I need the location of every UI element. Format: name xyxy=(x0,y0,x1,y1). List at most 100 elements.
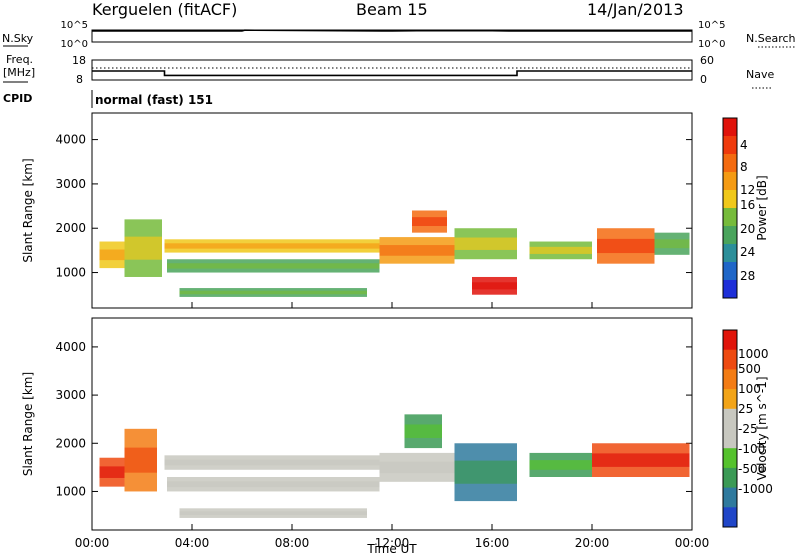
colorbar-velocity-cell-8 xyxy=(723,487,737,508)
power-tick-4: 20 xyxy=(740,222,755,236)
ytick-label-power-1: 2000 xyxy=(55,221,86,235)
power-tick-0: 4 xyxy=(740,138,748,152)
colorbar-velocity-cell-3 xyxy=(723,389,737,410)
echo-core-power-3 xyxy=(167,263,380,269)
velocity-tick-3: 25 xyxy=(738,402,753,416)
velocity-tick-7: -1000 xyxy=(738,482,773,496)
echo-core-power-2 xyxy=(164,243,380,249)
colorbar-frame-power xyxy=(722,117,738,299)
velocity-tick-2: 100 xyxy=(738,382,761,396)
colorbar-velocity-cell-1 xyxy=(723,349,737,370)
freq-label-1: Freq. xyxy=(6,53,33,66)
echo-core-power-9 xyxy=(529,246,592,254)
freq-line xyxy=(92,70,692,77)
freq-label-2: [MHz] xyxy=(3,66,35,79)
xtick-label-4: 16:00 xyxy=(475,536,510,550)
echo-core-velocity-3 xyxy=(167,481,380,488)
power-tick-1: 8 xyxy=(740,160,748,174)
colorbar-velocity-cell-5 xyxy=(723,428,737,449)
nsearch-tick-low: 10^0 xyxy=(698,39,725,50)
ytick-label-velocity-3: 4000 xyxy=(55,340,86,354)
power-tick-3: 16 xyxy=(740,198,755,212)
power-tick-5: 24 xyxy=(740,245,755,259)
xtick-label-0: 00:00 xyxy=(75,536,110,550)
colorbar-velocity-cell-9 xyxy=(723,507,737,528)
beam-title: Beam 15 xyxy=(356,0,428,19)
date-title: 14/Jan/2013 xyxy=(587,0,684,19)
ytick-label-velocity-2: 3000 xyxy=(55,388,86,402)
colorbar-power-cell-2 xyxy=(723,154,737,173)
echo-core-power-8 xyxy=(472,282,517,290)
nsearch-tick-high: 10^5 xyxy=(698,20,725,31)
ylabel-velocity: Slant Range [km] xyxy=(21,372,35,476)
freq-frame xyxy=(91,59,693,81)
echo-core-velocity-5 xyxy=(379,461,455,474)
echo-core-velocity-7 xyxy=(454,460,517,484)
colorbar-velocity-cell-4 xyxy=(723,408,737,429)
power-tick-6: 28 xyxy=(740,269,755,283)
colorbar-power-cell-0 xyxy=(723,118,737,137)
velocity-tick-6: -500 xyxy=(738,462,765,476)
cpid-value: normal (fast) 151 xyxy=(95,93,213,107)
ytick-label-power-3: 4000 xyxy=(55,133,86,147)
colorbar-velocity-cell-7 xyxy=(723,467,737,489)
xtick-label-1: 04:00 xyxy=(175,536,210,550)
nave-tick-high: 60 xyxy=(700,54,714,67)
xlabel: Time UT xyxy=(366,542,417,554)
echo-core-power-0 xyxy=(99,249,125,261)
velocity-tick-4: -25 xyxy=(738,422,758,436)
echo-core-power-5 xyxy=(379,245,455,256)
heatmap-bg-velocity xyxy=(92,318,692,530)
colorbar-velocity-cell-6 xyxy=(723,448,737,469)
echo-core-velocity-9 xyxy=(592,453,690,467)
colorbar-power-cell-3 xyxy=(723,172,737,191)
velocity-tick-0: 1000 xyxy=(738,347,769,361)
echo-core-power-4 xyxy=(179,290,367,295)
colorbar-power-cell-1 xyxy=(723,136,737,155)
ylabel-power: Slant Range [km] xyxy=(21,158,35,262)
nsky-tick-low: 10^0 xyxy=(61,39,88,50)
cpid-label: CPID xyxy=(3,92,32,105)
velocity-tick-1: 500 xyxy=(738,362,761,376)
xtick-label-3: 12:00 xyxy=(375,536,410,550)
echo-core-power-10 xyxy=(597,238,655,254)
nsearch-label: N.Search xyxy=(746,32,796,45)
echo-core-velocity-4 xyxy=(179,511,367,516)
freq-tick-high: 18 xyxy=(72,54,86,67)
nsky-tick-high: 10^5 xyxy=(61,20,88,31)
colorbar-velocity-cell-2 xyxy=(723,369,737,390)
colorbar-power-cell-5 xyxy=(723,208,737,227)
echo-core-power-7 xyxy=(454,237,517,250)
ytick-label-velocity-0: 1000 xyxy=(55,484,86,498)
ytick-label-velocity-1: 2000 xyxy=(55,436,86,450)
colorbar-label-power: Power [dB] xyxy=(755,175,769,240)
colorbar-velocity-cell-0 xyxy=(723,330,737,351)
colorbar-power-cell-8 xyxy=(723,262,737,281)
colorbar-power-cell-7 xyxy=(723,244,737,263)
echo-core-velocity-8 xyxy=(529,460,592,470)
colorbar-label-velocity: Velocity [m s^-1] xyxy=(755,376,769,480)
colorbar-power-cell-6 xyxy=(723,226,737,245)
echo-core-power-11 xyxy=(654,239,690,249)
nave-label: Nave xyxy=(746,68,774,81)
echo-core-velocity-1 xyxy=(124,447,157,473)
nsky-label: N.Sky xyxy=(2,32,34,45)
xtick-label-5: 20:00 xyxy=(575,536,610,550)
ytick-label-power-2: 3000 xyxy=(55,177,86,191)
nsky-line xyxy=(92,29,692,32)
station-title: Kerguelen (fitACF) xyxy=(92,0,238,19)
colorbar-frame-velocity xyxy=(722,329,738,528)
power-tick-2: 12 xyxy=(740,183,755,197)
nave-tick-low: 0 xyxy=(700,73,707,86)
echo-core-power-6 xyxy=(412,217,447,227)
colorbar-power-cell-4 xyxy=(723,190,737,209)
xtick-label-2: 08:00 xyxy=(275,536,310,550)
echo-core-velocity-2 xyxy=(164,459,380,466)
freq-tick-low: 8 xyxy=(76,73,83,86)
nsky-frame xyxy=(91,29,693,43)
ytick-label-power-0: 1000 xyxy=(55,266,86,280)
xtick-label-6: 00:00 xyxy=(675,536,710,550)
velocity-tick-5: -100 xyxy=(738,442,765,456)
